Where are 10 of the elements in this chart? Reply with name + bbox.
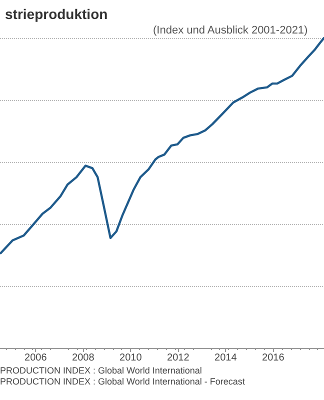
x-tick-label: 2014 (214, 352, 238, 364)
x-tick-label: 2010 (120, 352, 142, 364)
chart-title: strieproduktion (5, 6, 108, 22)
x-tick-label: 2016 (262, 352, 285, 364)
text: PRODUCTION INDEX : Global World International (0, 366, 202, 376)
x-tick-label: 2008 (72, 352, 95, 364)
x-tick-label: 2012 (167, 352, 190, 364)
chart-subtitle: (Index und Ausblick 2001-2021) (153, 24, 308, 36)
x-tick-label: 2006 (24, 352, 48, 364)
text: PRODUCTION INDEX : Global World International - Forecast (0, 376, 246, 386)
